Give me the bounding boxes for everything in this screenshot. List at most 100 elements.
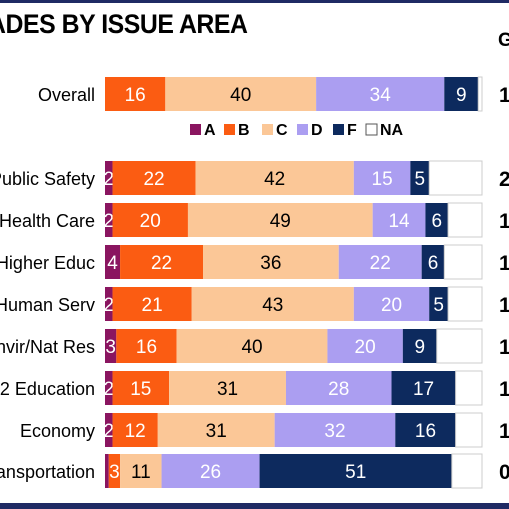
top-border (0, 0, 509, 3)
row-8-value-label-f: 51 (345, 462, 366, 483)
row-6-value-label-f: 17 (413, 379, 434, 400)
row-1-segment-a (105, 161, 113, 195)
row-6-segment-f (391, 371, 456, 405)
row-1-value-label-a: 2 (103, 169, 114, 190)
legend-swatch-f (333, 124, 344, 135)
row-7-value-label-a: 2 (103, 421, 114, 442)
row-8-segment-na (451, 453, 483, 489)
row-7-value-label-c: 31 (206, 421, 227, 442)
overall-bar-value-label-f: 9 (456, 85, 467, 106)
row-3-segment-a (105, 245, 121, 279)
overall-bar-value-label-b: 16 (125, 85, 146, 106)
row-6-grade-value: 1 (499, 378, 509, 401)
legend-label-c: C (276, 122, 288, 139)
row-8-segment-f (259, 454, 452, 488)
row-2-value-label-d: 14 (388, 211, 410, 232)
row-4-value-label-d: 20 (381, 295, 402, 316)
row-5-segment-a (105, 329, 117, 363)
row-2-segment-d (372, 203, 426, 237)
row-3-value-label-a: 4 (107, 253, 118, 274)
row-2-segment-a (105, 203, 113, 237)
row-5-segment-b (116, 329, 177, 363)
row-6-category-label: 12 Education (0, 379, 95, 399)
row-3-segment-f (421, 245, 445, 279)
legend-label-b: B (238, 122, 250, 139)
row-5-value-label-f: 9 (415, 337, 426, 358)
row-7-segment-d (274, 413, 396, 447)
row-4-value-label-b: 21 (142, 295, 163, 316)
row-5-value-label-a: 3 (105, 337, 116, 358)
row-7-value-label-f: 16 (415, 421, 436, 442)
row-6-segment-d (285, 371, 392, 405)
row-8-value-label-b: 3 (109, 462, 120, 483)
row-3-value-label-c: 36 (260, 253, 281, 274)
row-1-segment-b (112, 161, 196, 195)
row-3-segment-c (203, 245, 339, 279)
row-4-grade-value: 1. (499, 294, 509, 317)
row-1-grade-value: 2. (499, 168, 509, 191)
overall-bar-segment-b (105, 77, 166, 111)
row-5-value-label-d: 20 (355, 337, 376, 358)
row-3-segment-b (120, 245, 204, 279)
row-2-segment-na (447, 202, 483, 238)
row-6-value-label-d: 28 (328, 379, 349, 400)
row-4-segment-d (353, 287, 430, 321)
row-1-value-label-d: 15 (372, 169, 393, 190)
row-5-segment-f (402, 329, 437, 363)
row-7-value-label-b: 12 (125, 421, 146, 442)
row-7-grade-value: 1 (499, 420, 509, 443)
row-3-category-label: Higher Educ (0, 253, 95, 273)
row-5-segment-na (436, 328, 483, 364)
row-7-segment-b (112, 413, 158, 447)
row-3-value-label-b: 22 (151, 253, 172, 274)
row-4-value-label-a: 2 (103, 295, 114, 316)
row-8-value-label-d: 26 (200, 462, 221, 483)
grade-column-header: G (498, 30, 509, 51)
legend-swatch-b (224, 124, 235, 135)
row-8-category-label: ansportation (0, 462, 95, 482)
row-4-category-label: /Human Serv (0, 295, 95, 315)
row-7-segment-na (455, 412, 483, 448)
overall-bar-value-label-d: 34 (370, 85, 392, 106)
legend-swatch-na (365, 123, 378, 136)
row-7-segment-f (395, 413, 456, 447)
row-2-value-label-a: 2 (103, 211, 114, 232)
row-1-segment-f (410, 161, 430, 195)
row-4-segment-a (105, 287, 113, 321)
legend-label-d: D (311, 122, 323, 139)
row-1-segment-c (195, 161, 354, 195)
overall-bar-segment-c (165, 77, 317, 111)
row-7-category-label: Economy (20, 421, 95, 441)
row-1-value-label-f: 5 (415, 169, 426, 190)
row-8-segment-b (108, 454, 121, 488)
row-1-value-label-c: 42 (264, 169, 285, 190)
row-5-segment-c (176, 329, 328, 363)
row-4-value-label-c: 43 (262, 295, 283, 316)
row-3-value-label-d: 22 (370, 253, 391, 274)
row-7-value-label-d: 32 (324, 421, 345, 442)
row-5-segment-d (327, 329, 403, 363)
overall-bar-segment-d (316, 77, 445, 111)
row-8-grade-value: 0 (499, 461, 509, 484)
legend-label-na: NA (380, 122, 404, 139)
row-3-value-label-f: 6 (428, 253, 439, 274)
row-6-segment-a (105, 371, 113, 405)
legend-swatch-a (190, 124, 201, 135)
row-6-segment-c (169, 371, 286, 405)
row-8-segment-a (105, 454, 109, 488)
row-6-value-label-b: 15 (130, 379, 151, 400)
row-4-segment-na (447, 286, 483, 322)
row-2-category-label: Health Care (0, 211, 95, 231)
row-5-grade-value: 1. (499, 336, 509, 359)
row-2-grade-value: 1. (499, 210, 509, 233)
row-6-value-label-a: 2 (103, 379, 114, 400)
row-5-value-label-c: 40 (241, 337, 262, 358)
row-2-segment-c (187, 203, 373, 237)
row-2-value-label-b: 20 (140, 211, 161, 232)
legend-swatch-c (262, 124, 273, 135)
row-7-segment-a (105, 413, 113, 447)
overall-bar-category-label: Overall (38, 85, 95, 105)
row-2-segment-b (112, 203, 188, 237)
